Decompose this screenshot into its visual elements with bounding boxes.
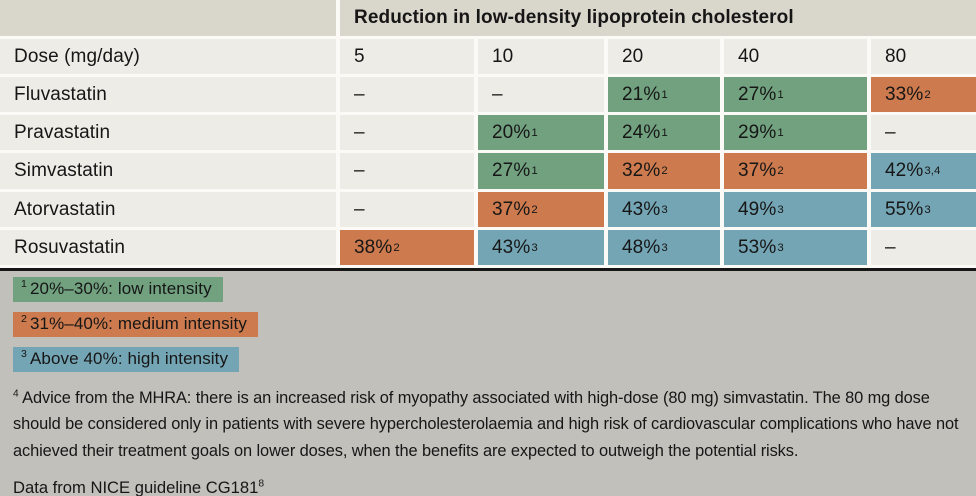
- figure-footer: 1 20%–30%: low intensity 2 31%–40%: medium …: [0, 271, 976, 496]
- reference-marker-8: 8: [258, 478, 265, 490]
- ldl-reduction-cell: 37% 2: [478, 192, 604, 227]
- dose-column-header: 20: [608, 39, 720, 74]
- ldl-reduction-cell: 38% 2: [340, 230, 474, 265]
- drug-name: Fluvastatin: [0, 77, 336, 112]
- dose-column-header: 10: [478, 39, 604, 74]
- ldl-reduction-cell: 37% 2: [724, 153, 867, 189]
- ldl-reduction-cell: 33% 2: [871, 77, 976, 112]
- ldl-reduction-cell: 43% 3: [478, 230, 604, 265]
- ldl-reduction-cell: –: [340, 115, 474, 150]
- drug-name: Simvastatin: [0, 153, 336, 189]
- ldl-reduction-cell: 21% 1: [608, 77, 720, 112]
- mhra-footnote-text: Advice from the MHRA: there is an increa…: [13, 389, 959, 460]
- legend-item-low-intensity: 1 20%–30%: low intensity: [13, 277, 223, 302]
- legend-footnote-marker: 2: [21, 313, 27, 326]
- ldl-reduction-cell: –: [340, 153, 474, 189]
- data-source-line: Data from NICE guideline CG1818: [13, 478, 962, 496]
- drug-name: Rosuvastatin: [0, 230, 336, 265]
- table-title: Reduction in low-density lipoprotein cho…: [340, 0, 976, 36]
- statin-dose-table: Reduction in low-density lipoprotein cho…: [0, 0, 976, 271]
- data-source-text: Data from NICE guideline CG181: [13, 477, 259, 496]
- ldl-reduction-cell: 20% 1: [478, 115, 604, 150]
- ldl-reduction-cell: 43% 3: [608, 192, 720, 227]
- table-corner-cell: [0, 0, 336, 36]
- ldl-reduction-cell: –: [478, 77, 604, 112]
- ldl-reduction-cell: –: [340, 192, 474, 227]
- dose-column-header: 5: [340, 39, 474, 74]
- drug-name: Pravastatin: [0, 115, 336, 150]
- legend-item-high-intensity: 3 Above 40%: high intensity: [13, 347, 240, 372]
- legend-footnote-marker: 3: [21, 348, 27, 361]
- ldl-reduction-cell: –: [340, 77, 474, 112]
- dose-column-header: 40: [724, 39, 867, 74]
- intensity-legend: 1 20%–30%: low intensity 2 31%–40%: medium …: [13, 277, 962, 372]
- ldl-reduction-cell: 27% 1: [724, 77, 867, 112]
- ldl-reduction-cell: 24% 1: [608, 115, 720, 150]
- ldl-reduction-cell: 49% 3: [724, 192, 867, 227]
- ldl-reduction-cell: 53% 3: [724, 230, 867, 265]
- ldl-reduction-cell: 42% 3,4: [871, 153, 976, 189]
- drug-name: Atorvastatin: [0, 192, 336, 227]
- ldl-reduction-cell: 55% 3: [871, 192, 976, 227]
- dose-column-header: 80: [871, 39, 976, 74]
- dose-row-label: Dose (mg/day): [0, 39, 336, 74]
- footnote-marker-4: 4: [13, 388, 19, 400]
- ldl-reduction-cell: 27% 1: [478, 153, 604, 189]
- ldl-reduction-cell: 29% 1: [724, 115, 867, 150]
- ldl-reduction-cell: 32% 2: [608, 153, 720, 189]
- ldl-reduction-cell: 48% 3: [608, 230, 720, 265]
- legend-footnote-marker: 1: [21, 278, 27, 291]
- legend-item-medium-intensity: 2 31%–40%: medium intensity: [13, 312, 258, 337]
- mhra-footnote: 4 Advice from the MHRA: there is an incr…: [13, 385, 962, 464]
- ldl-reduction-cell: –: [871, 115, 976, 150]
- ldl-reduction-cell: –: [871, 230, 976, 265]
